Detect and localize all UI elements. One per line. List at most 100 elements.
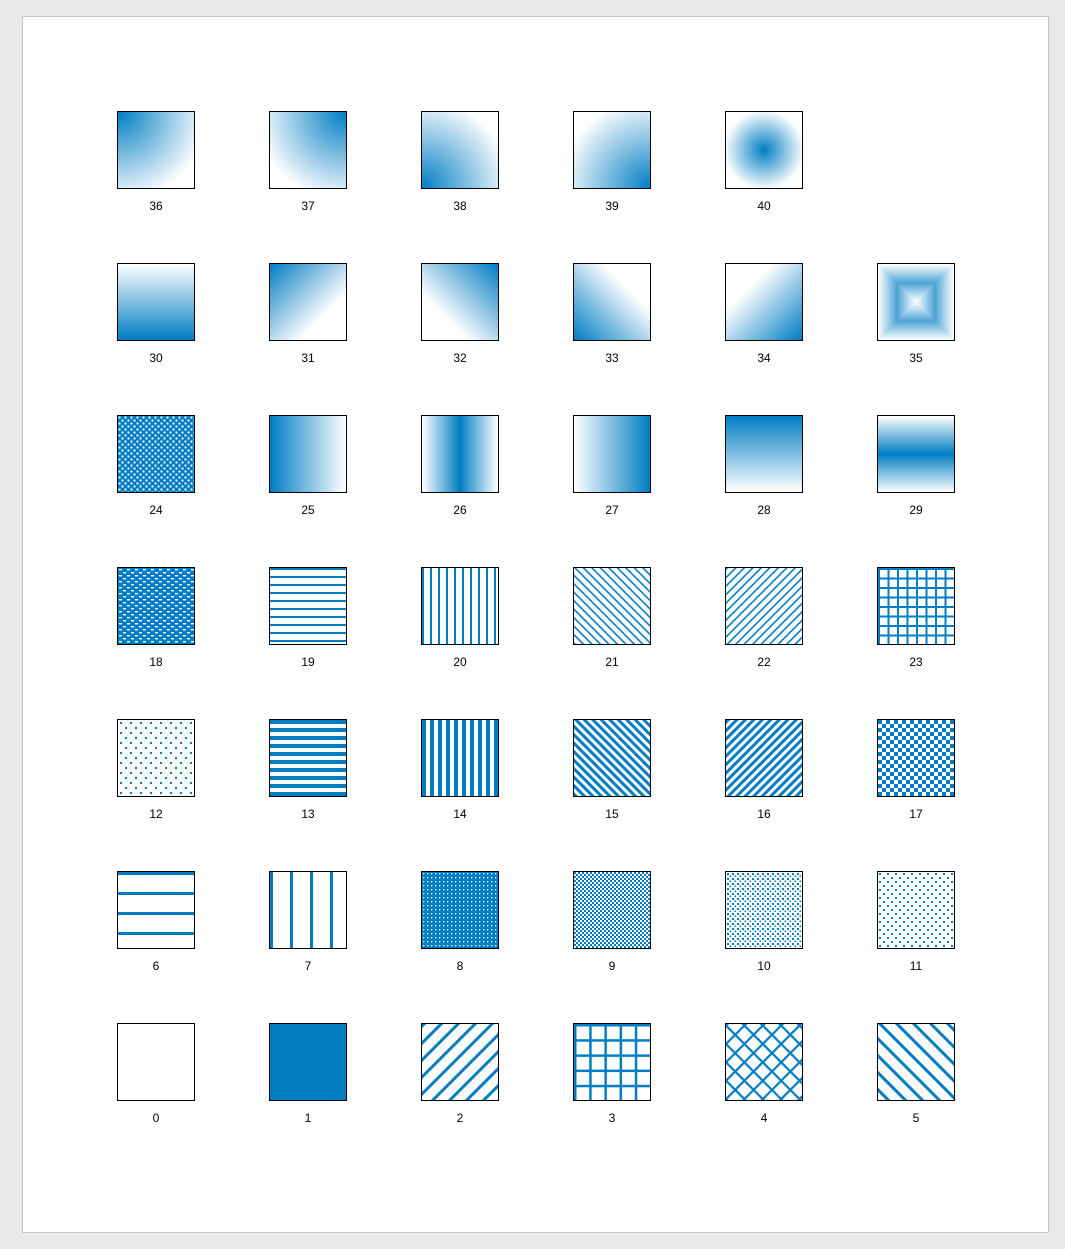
pattern-number-label: 27: [605, 503, 619, 517]
pattern-option-32[interactable]: 32: [421, 263, 499, 373]
pattern-option-9[interactable]: 9: [573, 871, 651, 981]
pattern-option-11[interactable]: 11: [877, 871, 955, 981]
pattern-swatch[interactable]: [269, 1023, 347, 1101]
pattern-swatch[interactable]: [725, 871, 803, 949]
pattern-swatch[interactable]: [573, 871, 651, 949]
pattern-swatch[interactable]: [877, 567, 955, 645]
pattern-option-4[interactable]: 4: [725, 1023, 803, 1133]
pattern-number-label: 36: [149, 199, 163, 213]
pattern-number-label: 15: [605, 807, 619, 821]
pattern-swatch[interactable]: [269, 263, 347, 341]
pattern-swatch[interactable]: [725, 415, 803, 493]
pattern-number-label: 32: [453, 351, 467, 365]
pattern-option-5[interactable]: 5: [877, 1023, 955, 1133]
pattern-swatch[interactable]: [269, 415, 347, 493]
pattern-swatch[interactable]: [269, 567, 347, 645]
pattern-swatch[interactable]: [421, 1023, 499, 1101]
pattern-swatch[interactable]: [421, 719, 499, 797]
pattern-swatch[interactable]: [117, 871, 195, 949]
pattern-swatch[interactable]: [725, 567, 803, 645]
pattern-number-label: 34: [757, 351, 771, 365]
pattern-option-16[interactable]: 16: [725, 719, 803, 829]
pattern-option-33[interactable]: 33: [573, 263, 651, 373]
pattern-option-6[interactable]: 6: [117, 871, 195, 981]
pattern-swatch[interactable]: [117, 415, 195, 493]
pattern-option-15[interactable]: 15: [573, 719, 651, 829]
pattern-option-20[interactable]: 20: [421, 567, 499, 677]
pattern-option-8[interactable]: 8: [421, 871, 499, 981]
pattern-swatch[interactable]: [573, 567, 651, 645]
pattern-swatch[interactable]: [725, 719, 803, 797]
pattern-swatch[interactable]: [573, 263, 651, 341]
pattern-number-label: 5: [912, 1111, 920, 1125]
pattern-option-40[interactable]: 40: [725, 111, 803, 221]
pattern-swatch[interactable]: [877, 719, 955, 797]
pattern-option-27[interactable]: 27: [573, 415, 651, 525]
pattern-number-label: 0: [152, 1111, 160, 1125]
pattern-option-35[interactable]: 35: [877, 263, 955, 373]
pattern-option-30[interactable]: 30: [117, 263, 195, 373]
pattern-option-0[interactable]: 0: [117, 1023, 195, 1133]
pattern-option-25[interactable]: 25: [269, 415, 347, 525]
pattern-swatch[interactable]: [725, 263, 803, 341]
pattern-option-26[interactable]: 26: [421, 415, 499, 525]
pattern-swatch[interactable]: [421, 871, 499, 949]
pattern-swatch[interactable]: [269, 719, 347, 797]
pattern-option-22[interactable]: 22: [725, 567, 803, 677]
pattern-swatch[interactable]: [573, 719, 651, 797]
pattern-swatch[interactable]: [117, 1023, 195, 1101]
pattern-number-label: 18: [149, 655, 163, 669]
pattern-swatch[interactable]: [421, 111, 499, 189]
pattern-option-38[interactable]: 38: [421, 111, 499, 221]
pattern-swatch[interactable]: [269, 871, 347, 949]
pattern-swatch[interactable]: [421, 415, 499, 493]
pattern-option-28[interactable]: 28: [725, 415, 803, 525]
pattern-option-19[interactable]: 19: [269, 567, 347, 677]
pattern-swatch[interactable]: [117, 567, 195, 645]
pattern-option-7[interactable]: 7: [269, 871, 347, 981]
pattern-swatch[interactable]: [421, 263, 499, 341]
pattern-swatch[interactable]: [877, 871, 955, 949]
pattern-option-37[interactable]: 37: [269, 111, 347, 221]
pattern-swatch[interactable]: [117, 111, 195, 189]
pattern-number-label: 30: [149, 351, 163, 365]
pattern-swatch[interactable]: [877, 1023, 955, 1101]
document-page: 36 37 38 39 40 30 31 32 33 34 35 24 25 26 27 28 29 18 19 20…: [22, 16, 1049, 1233]
pattern-number-label: 25: [301, 503, 315, 517]
pattern-number-label: 31: [301, 351, 315, 365]
pattern-swatch[interactable]: [573, 111, 651, 189]
pattern-option-2[interactable]: 2: [421, 1023, 499, 1133]
pattern-option-17[interactable]: 17: [877, 719, 955, 829]
pattern-option-1[interactable]: 1: [269, 1023, 347, 1133]
pattern-swatch[interactable]: [269, 111, 347, 189]
pattern-option-31[interactable]: 31: [269, 263, 347, 373]
pattern-swatch[interactable]: [725, 1023, 803, 1101]
pattern-option-18[interactable]: 18: [117, 567, 195, 677]
pattern-option-21[interactable]: 21: [573, 567, 651, 677]
pattern-swatch[interactable]: [573, 1023, 651, 1101]
pattern-option-13[interactable]: 13: [269, 719, 347, 829]
pattern-option-34[interactable]: 34: [725, 263, 803, 373]
pattern-option-23[interactable]: 23: [877, 567, 955, 677]
pattern-option-3[interactable]: 3: [573, 1023, 651, 1133]
pattern-swatch[interactable]: [877, 263, 955, 341]
pattern-number-label: 7: [304, 959, 312, 973]
pattern-option-29[interactable]: 29: [877, 415, 955, 525]
pattern-option-24[interactable]: 24: [117, 415, 195, 525]
pattern-option-36[interactable]: 36: [117, 111, 195, 221]
pattern-option-39[interactable]: 39: [573, 111, 651, 221]
pattern-option-14[interactable]: 14: [421, 719, 499, 829]
pattern-swatch[interactable]: [725, 111, 803, 189]
pattern-number-label: 8: [456, 959, 464, 973]
pattern-swatch[interactable]: [877, 415, 955, 493]
pattern-option-10[interactable]: 10: [725, 871, 803, 981]
pattern-number-label: 26: [453, 503, 467, 517]
pattern-number-label: 14: [453, 807, 467, 821]
pattern-swatch[interactable]: [421, 567, 499, 645]
pattern-number-label: 17: [909, 807, 923, 821]
pattern-swatch[interactable]: [117, 719, 195, 797]
pattern-swatch[interactable]: [573, 415, 651, 493]
pattern-number-label: 19: [301, 655, 315, 669]
pattern-option-12[interactable]: 12: [117, 719, 195, 829]
pattern-swatch[interactable]: [117, 263, 195, 341]
